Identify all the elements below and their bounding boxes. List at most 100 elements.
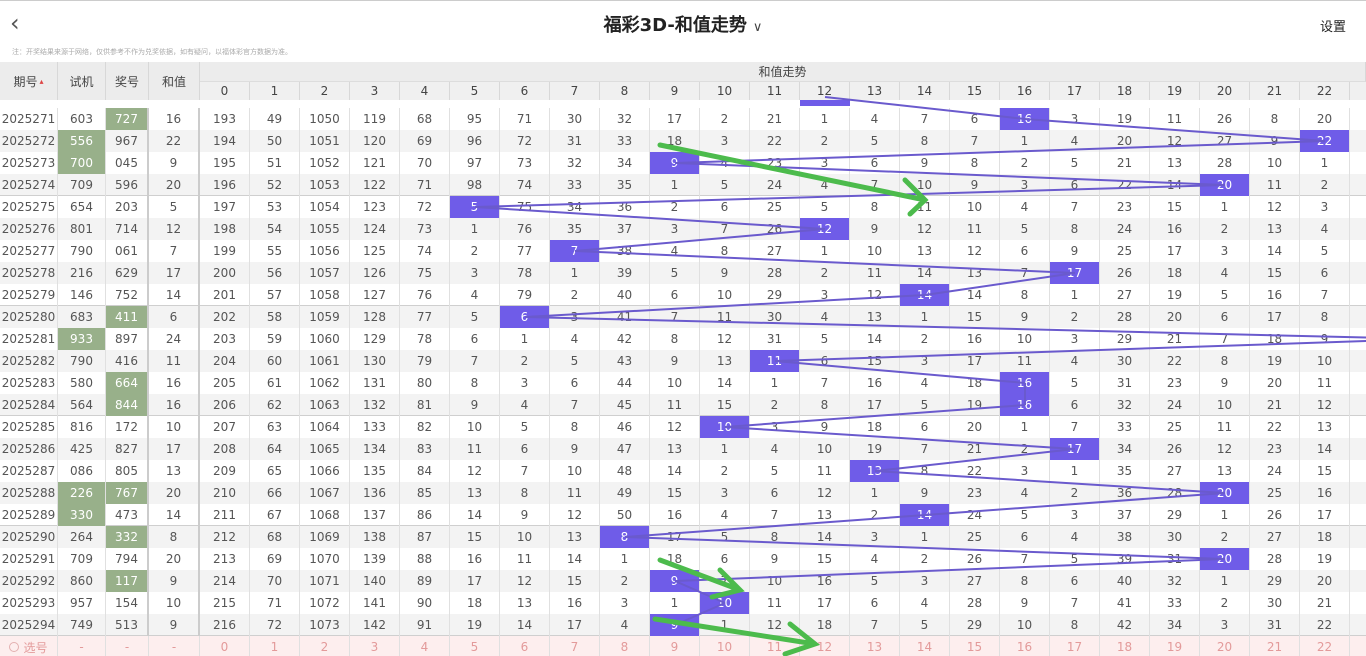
trend-cell: 24 (1150, 394, 1200, 416)
trend-cell: 15 (700, 394, 750, 416)
trend-cell: 3 (600, 592, 650, 614)
select-number[interactable]: 9 (650, 636, 700, 656)
test-number-cell: 146 (58, 284, 106, 306)
trend-cell: 76 (400, 284, 450, 306)
trend-cell: 7 (850, 174, 900, 196)
trend-cell: 122 (350, 174, 400, 196)
trend-cell: 132 (350, 394, 400, 416)
select-number[interactable]: 2 (300, 636, 350, 656)
select-number[interactable]: 1 (250, 636, 300, 656)
select-number[interactable]: 10 (700, 636, 750, 656)
trend-cell: 194 (200, 130, 250, 152)
hit-cell: 20 (1200, 174, 1250, 196)
select-number[interactable]: 11 (750, 636, 800, 656)
period-cell: 2025274 (0, 174, 58, 196)
select-number[interactable]: 6 (500, 636, 550, 656)
trend-cell: 30 (750, 306, 800, 328)
trend-cell: 120 (350, 130, 400, 152)
trend-cell: 14 (1250, 240, 1300, 262)
select-number[interactable]: 13 (850, 636, 900, 656)
chevron-down-icon[interactable]: ∨ (752, 20, 763, 35)
select-number[interactable]: 3 (350, 636, 400, 656)
trend-cell: 18 (450, 592, 500, 614)
period-cell: 2025293 (0, 592, 58, 614)
select-number[interactable]: 15 (950, 636, 1000, 656)
trend-cell: 6 (750, 482, 800, 504)
select-number[interactable]: 20 (1200, 636, 1250, 656)
select-number[interactable]: 18 (1100, 636, 1150, 656)
prize-number-cell: 629 (106, 262, 149, 284)
trend-cell: 2 (1050, 482, 1100, 504)
trend-cell: 67 (250, 504, 300, 526)
settings-button[interactable]: 设置 (1319, 20, 1346, 35)
select-label[interactable]: 选号 (0, 636, 58, 656)
trend-cell: 142 (350, 614, 400, 636)
trend-cell: 2 (650, 196, 700, 218)
trend-cell: 11 (500, 548, 550, 570)
select-number[interactable]: 8 (600, 636, 650, 656)
prize-number-cell: 794 (106, 548, 149, 570)
trend-cell: 49 (250, 108, 300, 130)
select-number[interactable]: 22 (1300, 636, 1350, 656)
chevron-left-icon[interactable]: ‹ (10, 9, 20, 37)
select-number[interactable]: 4 (400, 636, 450, 656)
trend-cell: 38 (1100, 526, 1150, 548)
hit-cell: 9 (650, 570, 700, 592)
trend-cell: 125 (350, 240, 400, 262)
test-number-cell: 860 (58, 570, 106, 592)
trend-cell: 9 (700, 262, 750, 284)
trend-cell: 27 (1100, 284, 1150, 306)
select-number[interactable]: 12 (800, 636, 850, 656)
trend-cell: 20 (1300, 570, 1350, 592)
trend-cell: 24 (950, 504, 1000, 526)
select-number[interactable]: 16 (1000, 636, 1050, 656)
trend-cell: 4 (1000, 482, 1050, 504)
trend-cell: 13 (1200, 460, 1250, 482)
trend-cell: 2 (750, 394, 800, 416)
trend-cell: 8 (1200, 350, 1250, 372)
trend-cell: 5 (800, 196, 850, 218)
sum-cell: 6 (149, 306, 200, 328)
trend-cell: 6 (1050, 394, 1100, 416)
trend-cell-partial (1350, 284, 1366, 306)
select-number[interactable]: 14 (900, 636, 950, 656)
page-title[interactable]: 福彩3D-和值走势 ∨ (0, 11, 1366, 37)
trend-cell: 24 (1250, 460, 1300, 482)
header-period[interactable]: 期号 ▴ (0, 62, 58, 100)
trend-cell: 1 (1200, 570, 1250, 592)
trend-cell: 27 (1200, 130, 1250, 152)
select-number[interactable]: 19 (1150, 636, 1200, 656)
test-number-cell: 086 (58, 460, 106, 482)
select-number[interactable]: 0 (200, 636, 250, 656)
trend-cell: 5 (900, 394, 950, 416)
trend-cell: 207 (200, 416, 250, 438)
select-number[interactable]: 21 (1250, 636, 1300, 656)
select-number[interactable]: 5 (450, 636, 500, 656)
trend-cell: 28 (950, 592, 1000, 614)
trend-cell: 2 (1300, 174, 1350, 196)
trend-cell: 5 (800, 328, 850, 350)
trend-cell: 8 (1250, 108, 1300, 130)
trend-cell: 18 (800, 614, 850, 636)
trend-cell: 16 (1300, 482, 1350, 504)
trend-cell: 95 (450, 108, 500, 130)
trend-cell: 133 (350, 416, 400, 438)
select-number[interactable]: 7 (550, 636, 600, 656)
trend-cell: 4 (750, 438, 800, 460)
trend-cell: 1071 (300, 570, 350, 592)
trend-cell-partial (1350, 152, 1366, 174)
hit-cell: 16 (1000, 108, 1050, 130)
trend-cell: 30 (1150, 526, 1200, 548)
dash-cell: - (149, 636, 200, 656)
trend-cell: 9 (1250, 130, 1300, 152)
sort-icon[interactable]: ▴ (39, 76, 44, 86)
trend-cell: 30 (1100, 350, 1150, 372)
trend-cell: 7 (800, 372, 850, 394)
trend-cell: 12 (450, 460, 500, 482)
sum-cell: 16 (149, 372, 200, 394)
prize-number-cell: 332 (106, 526, 149, 548)
period-cell: 2025280 (0, 306, 58, 328)
select-number[interactable]: 17 (1050, 636, 1100, 656)
radio-icon[interactable] (9, 642, 20, 652)
trend-cell: 4 (1050, 526, 1100, 548)
